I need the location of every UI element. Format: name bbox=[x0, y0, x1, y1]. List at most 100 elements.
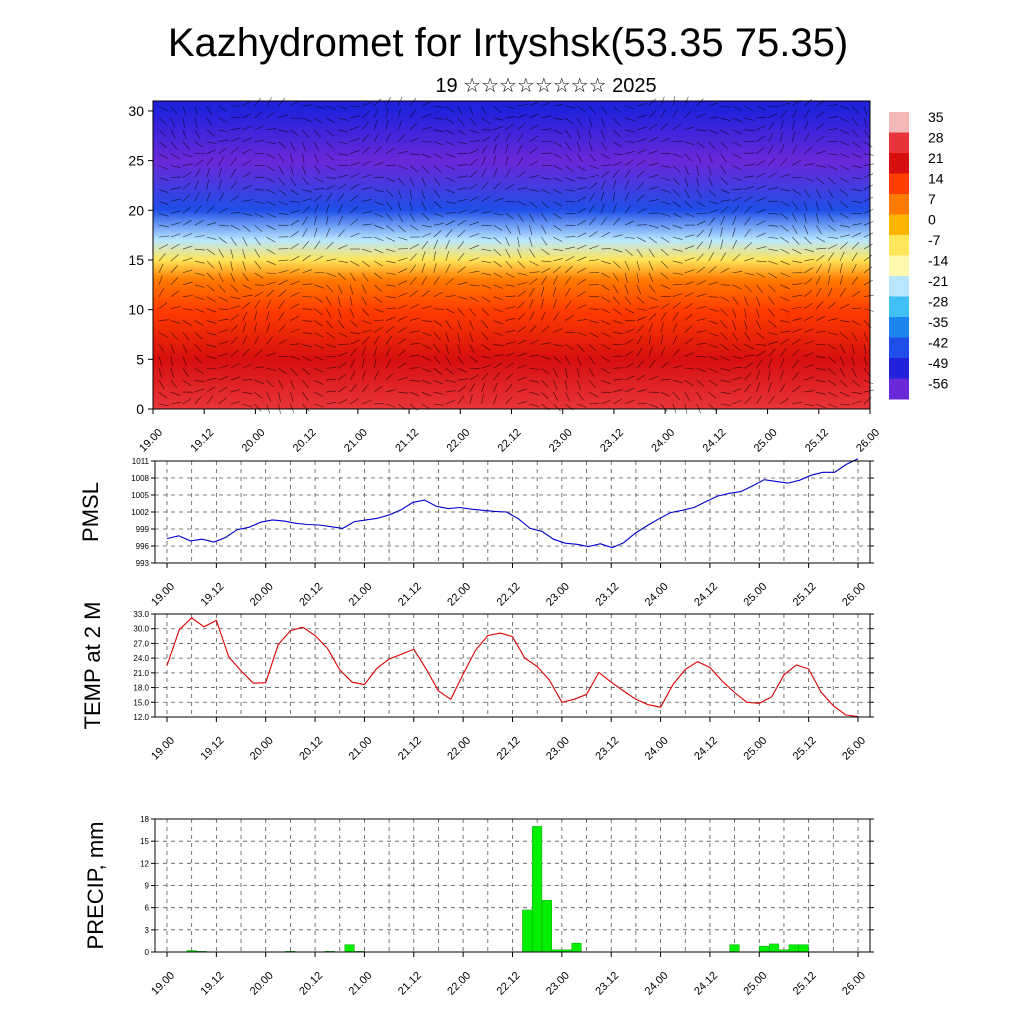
wind-barb bbox=[565, 287, 571, 297]
wind-barb bbox=[194, 367, 204, 374]
wind-barb bbox=[362, 399, 372, 405]
wind-barb bbox=[636, 308, 647, 311]
wind-barb bbox=[326, 241, 334, 250]
wind-barb bbox=[792, 360, 799, 369]
wind-barb bbox=[493, 284, 504, 289]
wind-barb bbox=[290, 343, 301, 345]
colorbar-swatch bbox=[889, 194, 909, 215]
wind-barb bbox=[254, 366, 265, 369]
wind-barb bbox=[708, 266, 717, 274]
wind-barb bbox=[648, 199, 659, 202]
wind-barb bbox=[170, 176, 181, 178]
wind-barb bbox=[529, 101, 539, 107]
wind-barb bbox=[696, 165, 699, 176]
wind-barb bbox=[517, 104, 528, 107]
wind-barb bbox=[218, 224, 229, 227]
wind-barb bbox=[158, 263, 164, 274]
wind-barb bbox=[457, 385, 466, 393]
wind-barb bbox=[469, 332, 474, 343]
wind-barb bbox=[349, 308, 355, 318]
wind-barb bbox=[792, 338, 801, 345]
wind-barb bbox=[349, 371, 356, 381]
wind-barb bbox=[242, 248, 246, 259]
wind-barb bbox=[672, 236, 683, 240]
wind-barb bbox=[278, 392, 281, 402]
x-tick-label: 23.00 bbox=[544, 581, 572, 609]
wind-barb bbox=[768, 212, 779, 215]
wind-barb bbox=[828, 244, 838, 250]
wind-barb bbox=[612, 296, 620, 305]
wind-barb bbox=[851, 129, 860, 138]
wind-barb bbox=[505, 183, 515, 190]
wind-barb bbox=[278, 324, 286, 333]
wind-barb bbox=[541, 356, 551, 360]
x-tick-label: 19.00 bbox=[149, 581, 177, 609]
wind-barb bbox=[768, 132, 774, 142]
wind-barb bbox=[517, 123, 526, 131]
wind-barb bbox=[780, 308, 790, 313]
wind-barb bbox=[744, 296, 749, 307]
wind-barb bbox=[326, 356, 337, 358]
wind-barb bbox=[326, 203, 330, 214]
x-tick-label: 25.00 bbox=[741, 735, 769, 763]
x-tick-label: 20.12 bbox=[297, 970, 325, 998]
wind-barb bbox=[397, 362, 407, 369]
wind-barb bbox=[600, 105, 608, 115]
wind-barb bbox=[445, 177, 456, 182]
wind-barb bbox=[708, 153, 713, 164]
wind-barb bbox=[302, 206, 310, 214]
wind-barb bbox=[362, 211, 373, 214]
wind-barb bbox=[648, 323, 653, 333]
wind-barb bbox=[732, 141, 742, 147]
wind-barb bbox=[648, 98, 656, 107]
wind-barb bbox=[684, 292, 694, 297]
wind-barb bbox=[863, 266, 873, 274]
wind-barb bbox=[266, 236, 276, 243]
wind-barb bbox=[397, 236, 408, 241]
wind-barb bbox=[362, 223, 373, 226]
y-tick-label: 33.0 bbox=[133, 610, 149, 619]
wind-barb bbox=[756, 296, 761, 307]
wind-barb bbox=[744, 284, 752, 293]
colorbar-swatch bbox=[889, 214, 909, 236]
wind-barb bbox=[792, 248, 802, 254]
wind-barb bbox=[720, 379, 731, 383]
wind-barb bbox=[816, 403, 826, 409]
wind-barb bbox=[863, 243, 873, 250]
wind-barb bbox=[780, 330, 791, 333]
wind-barb bbox=[361, 121, 369, 131]
wind-barb bbox=[170, 222, 181, 226]
wind-barb bbox=[326, 332, 335, 339]
wind-barb bbox=[529, 113, 539, 119]
x-tick-label: 24.00 bbox=[649, 427, 677, 455]
wind-barb bbox=[493, 308, 504, 313]
wind-barb bbox=[517, 237, 520, 247]
wind-barb bbox=[840, 320, 851, 323]
wind-barb bbox=[433, 189, 441, 198]
wind-barb bbox=[361, 272, 369, 282]
wind-barb bbox=[541, 391, 549, 400]
wind-barb bbox=[780, 144, 785, 154]
wind-barb bbox=[481, 168, 487, 178]
wind-barb bbox=[242, 403, 253, 408]
wind-barb bbox=[481, 236, 492, 240]
wind-barb bbox=[505, 284, 516, 287]
wind-barb bbox=[397, 280, 408, 286]
wind-barb bbox=[362, 101, 372, 107]
wind-barb bbox=[756, 197, 766, 202]
wind-barb bbox=[553, 177, 563, 182]
wind-barb bbox=[720, 344, 729, 351]
wind-barb bbox=[601, 391, 612, 393]
wind-barb bbox=[816, 136, 825, 143]
wind-barb bbox=[660, 361, 669, 369]
wind-barb bbox=[780, 158, 788, 166]
wind-barb bbox=[505, 260, 513, 269]
wind-barb bbox=[803, 225, 809, 235]
wind-barb bbox=[600, 191, 604, 202]
wind-barb bbox=[409, 177, 415, 187]
wind-barb bbox=[839, 153, 850, 158]
wind-barb bbox=[708, 141, 716, 150]
wind-barb bbox=[362, 187, 372, 190]
wind-barb bbox=[314, 194, 323, 202]
wind-barb bbox=[672, 312, 679, 321]
